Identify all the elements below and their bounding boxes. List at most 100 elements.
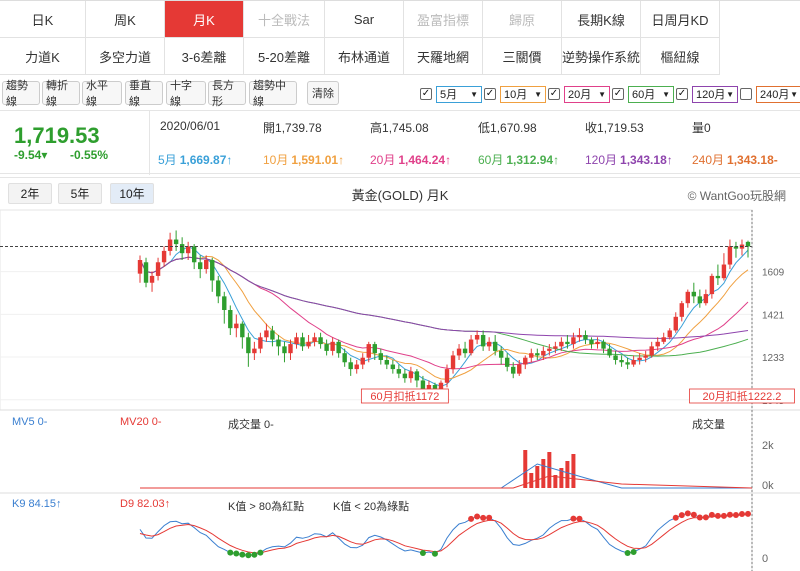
candle-body-67 bbox=[541, 350, 546, 356]
kd-green-dot-81 bbox=[624, 550, 631, 557]
tool-2[interactable]: 水平線 bbox=[82, 80, 122, 108]
tool-5[interactable]: 長方形 bbox=[208, 80, 246, 108]
tab-11[interactable]: 3-6差離 bbox=[165, 38, 244, 75]
kd-red-dot-56 bbox=[474, 513, 481, 520]
tool-4[interactable]: 十字線 bbox=[166, 80, 206, 108]
ma-checkbox-4[interactable]: ✓ bbox=[676, 88, 688, 100]
ma-selector-1: ✓ 10月 ▼ bbox=[484, 85, 546, 103]
candle-body-4 bbox=[161, 250, 167, 263]
tab-14[interactable]: 天羅地網 bbox=[404, 38, 483, 75]
kd-red-dot-100 bbox=[738, 510, 745, 517]
range-button-1[interactable]: 5年 bbox=[58, 183, 102, 204]
tab-15[interactable]: 三關價 bbox=[483, 38, 562, 75]
ma-checkbox-1[interactable]: ✓ bbox=[484, 88, 496, 100]
tab-1[interactable]: 周K bbox=[86, 1, 165, 38]
volume-right-label: 成交量 bbox=[692, 419, 725, 431]
ma-checkbox-2[interactable]: ✓ bbox=[548, 88, 560, 100]
ma-checkbox-0[interactable]: ✓ bbox=[420, 88, 432, 100]
kd-note-green: K值 < 20為綠點 bbox=[333, 501, 410, 513]
candle-body-97 bbox=[721, 264, 727, 279]
tab-17[interactable]: 樞紐線 bbox=[641, 38, 720, 75]
ma-value-3: 60月 1,312.94↑ bbox=[478, 153, 560, 167]
y-tick-3: 1609 bbox=[762, 268, 785, 279]
ma-dropdown-label: 5月 bbox=[440, 89, 458, 101]
candle-body-42 bbox=[390, 364, 396, 370]
main-plot-frame bbox=[0, 209, 753, 411]
tab-4[interactable]: Sar bbox=[325, 1, 404, 38]
tool-0[interactable]: 趨勢線 bbox=[2, 80, 40, 108]
candle-body-29 bbox=[312, 337, 317, 342]
kd-red-dot-89 bbox=[672, 514, 679, 521]
range-button-2[interactable]: 10年 bbox=[110, 183, 154, 204]
ma-dropdown-3[interactable]: 60月 ▼ bbox=[628, 85, 674, 103]
tab-9[interactable]: 力道K bbox=[0, 38, 86, 75]
tool-7[interactable]: 清除 bbox=[307, 81, 339, 105]
ma-checkbox-5[interactable] bbox=[740, 88, 752, 100]
candle-body-5 bbox=[167, 239, 173, 251]
y-tick-1: 1233 bbox=[762, 353, 785, 364]
candle-body-83 bbox=[637, 357, 642, 360]
volume-label: 成交量 0- bbox=[228, 419, 274, 431]
candle-body-28 bbox=[306, 341, 311, 347]
ma-dropdown-2[interactable]: 20月 ▼ bbox=[564, 85, 610, 103]
candle-body-63 bbox=[517, 364, 522, 374]
candle-body-52 bbox=[450, 355, 456, 370]
ma-line-4 bbox=[139, 256, 749, 339]
candle-body-57 bbox=[480, 335, 486, 347]
ma-line-1 bbox=[139, 255, 749, 380]
candle-body-92 bbox=[691, 291, 697, 297]
tool-1[interactable]: 轉折線 bbox=[42, 80, 80, 108]
range-button-0[interactable]: 2年 bbox=[8, 183, 52, 204]
tab-7[interactable]: 長期K線 bbox=[562, 1, 641, 38]
tab-6[interactable]: 歸原 bbox=[483, 1, 562, 38]
chevron-down-icon: ▼ bbox=[662, 89, 670, 99]
candle-body-32 bbox=[330, 341, 335, 351]
tab-12[interactable]: 5-20差離 bbox=[244, 38, 325, 75]
candle-body-82 bbox=[631, 360, 636, 365]
ma-checkbox-3[interactable]: ✓ bbox=[612, 88, 624, 100]
kd-red-dot-101 bbox=[745, 510, 751, 517]
mv5-label: MV5 0- bbox=[12, 416, 48, 428]
candle-body-72 bbox=[571, 337, 576, 345]
candle-body-56 bbox=[474, 335, 480, 340]
tab-3[interactable]: 十全戰法 bbox=[244, 1, 325, 38]
kd-red-dot-91 bbox=[684, 510, 691, 517]
tab-2[interactable]: 月K bbox=[165, 1, 244, 38]
candle-body-2 bbox=[149, 275, 155, 283]
candle-body-71 bbox=[565, 341, 570, 345]
ma-value-2: 20月 1,464.24↑ bbox=[370, 153, 452, 167]
volume-bar-68 bbox=[547, 452, 552, 488]
candle-body-14 bbox=[222, 296, 227, 310]
candle-body-93 bbox=[697, 296, 703, 304]
candle-body-60 bbox=[498, 350, 504, 358]
kd-red-dot-94 bbox=[702, 514, 709, 521]
last-price: 1,719.53 bbox=[14, 123, 100, 148]
candle-body-12 bbox=[210, 260, 215, 281]
candle-body-20 bbox=[258, 337, 263, 349]
candle-body-7 bbox=[179, 244, 185, 254]
candlestick-chart[interactable]: 104512331421160960月扣抵117220月扣抵1222.2 bbox=[0, 178, 800, 571]
tab-0[interactable]: 日K bbox=[0, 1, 86, 38]
candle-body-89 bbox=[673, 316, 678, 331]
kd-red-dot-96 bbox=[714, 512, 721, 519]
candle-body-26 bbox=[294, 337, 299, 345]
ma-dropdown-0[interactable]: 5月 ▼ bbox=[436, 85, 482, 103]
tab-16[interactable]: 逆勢操作系統 bbox=[562, 38, 641, 75]
tab-13[interactable]: 布林通道 bbox=[325, 38, 404, 75]
kd-red-dot-90 bbox=[678, 512, 685, 519]
candle-body-10 bbox=[197, 262, 203, 270]
ma-dropdown-1[interactable]: 10月 ▼ bbox=[500, 85, 546, 103]
ma-dropdown-4[interactable]: 120月 ▼ bbox=[692, 85, 738, 103]
k9-label: K9 84.15↑ bbox=[12, 498, 62, 510]
tool-6[interactable]: 趨勢中線 bbox=[249, 80, 297, 108]
tab-8[interactable]: 日周月KD bbox=[641, 1, 720, 38]
kd-note-red: K值 > 80為紅點 bbox=[228, 501, 305, 513]
tab-10[interactable]: 多空力道 bbox=[86, 38, 165, 75]
kd-green-dot-16 bbox=[233, 550, 240, 557]
close-value: 收1,719.53 bbox=[585, 121, 644, 135]
period-tabs: 日K 周K 月K 十全戰法 Sar 盈富指標 歸原 長期K線 日周月KD 力道K 多空力道 3-6差離… bbox=[0, 0, 800, 75]
ma-dropdown-5[interactable]: 240月 ▼ bbox=[756, 85, 800, 103]
tab-5[interactable]: 盈富指標 bbox=[404, 1, 483, 38]
candle-body-30 bbox=[318, 337, 323, 345]
tool-3[interactable]: 垂直線 bbox=[125, 80, 163, 108]
